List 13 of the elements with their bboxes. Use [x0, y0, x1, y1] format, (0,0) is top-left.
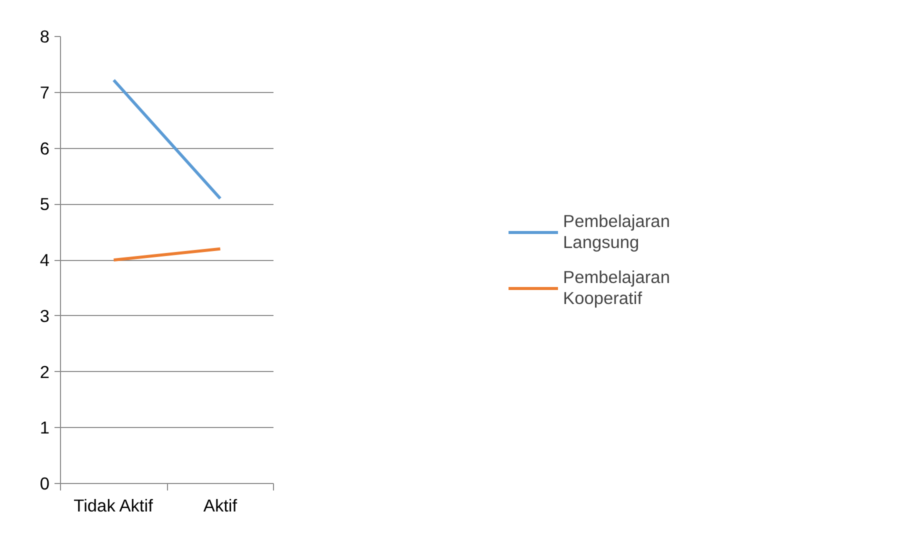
y-tick-label: 7 — [40, 82, 50, 102]
legend-label: Pembelajaran Langsung — [563, 210, 670, 252]
y-tick-label: 1 — [40, 418, 50, 438]
y-tick-label: 2 — [40, 362, 50, 382]
y-tick-label: 5 — [40, 194, 50, 214]
y-tick-label: 4 — [40, 250, 50, 270]
x-tick-label: Tidak Aktif — [74, 496, 154, 516]
y-tick-label: 3 — [40, 306, 50, 326]
y-tick-label: 8 — [40, 26, 50, 46]
legend-label: Pembelajaran Kooperatif — [563, 266, 670, 308]
x-tick-label: Aktif — [203, 496, 238, 516]
y-tick-label: 6 — [40, 138, 50, 158]
y-tick-label: 0 — [40, 474, 50, 494]
